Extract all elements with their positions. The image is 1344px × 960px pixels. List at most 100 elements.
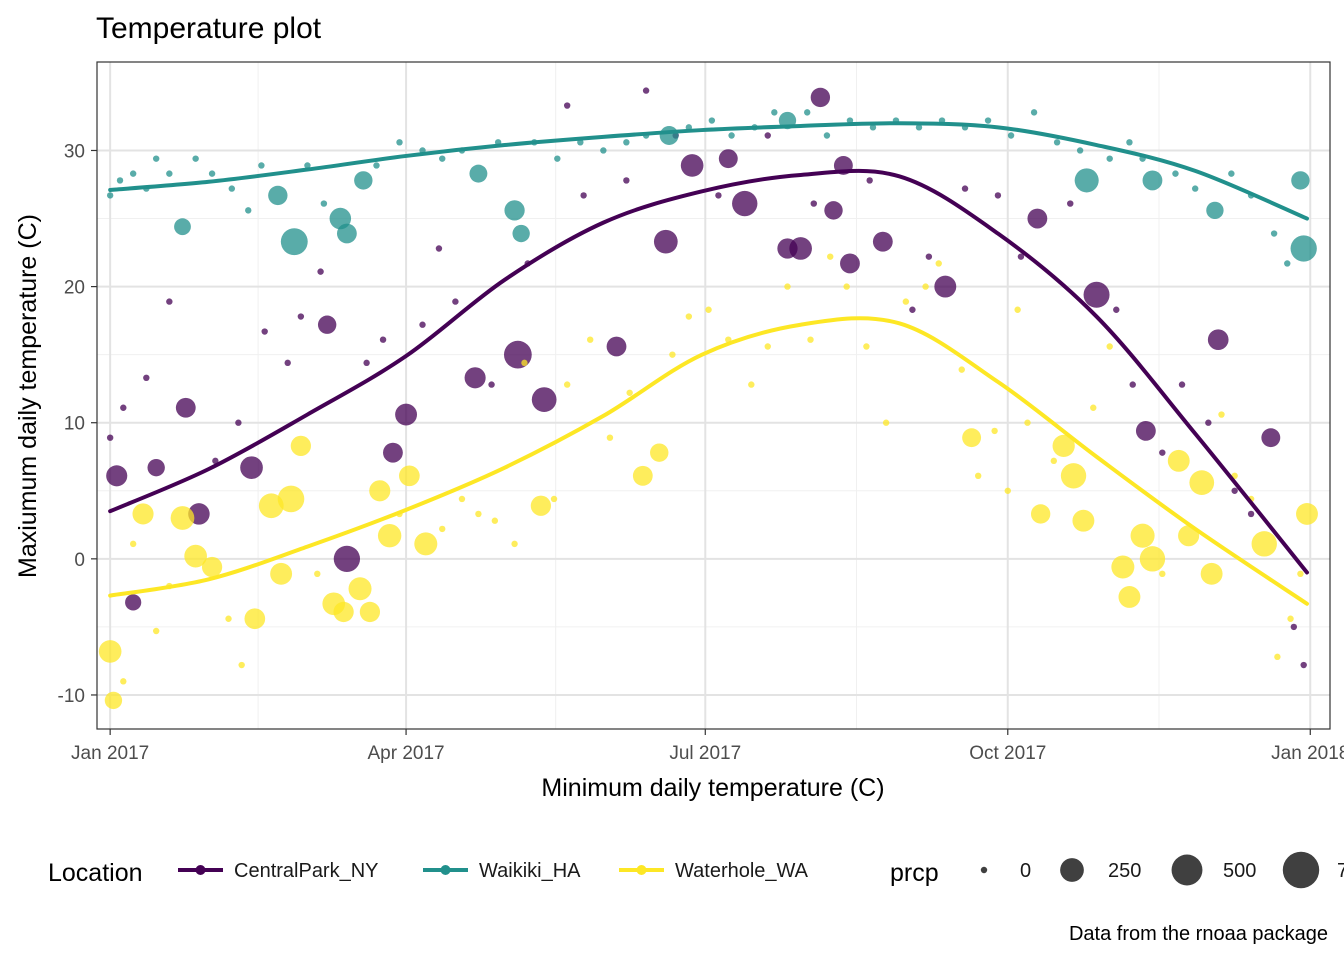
point-waterhole-wa — [1297, 570, 1304, 578]
point-centralpark-ny — [1159, 449, 1166, 456]
point-waterhole-wa — [377, 524, 402, 548]
point-waterhole-wa — [1004, 487, 1011, 494]
point-centralpark-ny — [395, 403, 418, 426]
point-centralpark-ny — [166, 298, 173, 305]
point-waikiki-ha — [915, 124, 923, 131]
point-waikiki-ha — [1290, 235, 1317, 262]
point-waikiki-ha — [439, 155, 446, 162]
point-waterhole-wa — [991, 427, 998, 435]
point-waikiki-ha — [1074, 168, 1099, 193]
point-waikiki-ha — [804, 109, 811, 116]
legend-size-label: 7 — [1337, 860, 1344, 882]
point-waterhole-wa — [563, 381, 571, 388]
point-centralpark-ny — [1205, 419, 1212, 426]
point-waikiki-ha — [869, 124, 877, 131]
point-centralpark-ny — [653, 229, 678, 254]
y-axis: -10 0 10 20 30 — [58, 141, 97, 707]
point-waikiki-ha — [192, 155, 199, 162]
point-waterhole-wa — [1050, 457, 1058, 465]
point-waterhole-wa — [1218, 411, 1225, 418]
point-waterhole-wa — [238, 661, 245, 669]
point-centralpark-ny — [1083, 281, 1110, 308]
point-waikiki-ha — [258, 162, 265, 169]
y-tick-label: 30 — [64, 141, 85, 162]
point-waterhole-wa — [1159, 570, 1166, 578]
x-axis: Jan 2017 Apr 2017 Jul 2017 Oct 2017 Jan 2018 — [71, 729, 1344, 764]
point-centralpark-ny — [1129, 381, 1136, 388]
point-centralpark-ny — [1113, 306, 1120, 313]
point-waterhole-wa — [650, 443, 669, 462]
point-waterhole-wa — [277, 485, 305, 513]
point-waterhole-wa — [530, 495, 552, 516]
point-centralpark-ny — [1207, 329, 1229, 351]
point-centralpark-ny — [961, 185, 969, 192]
point-waterhole-wa — [414, 532, 438, 556]
point-waterhole-wa — [521, 359, 528, 367]
point-centralpark-ny — [503, 340, 532, 369]
legend-dot-waikiki-ha — [440, 865, 451, 875]
point-centralpark-ny — [824, 201, 843, 220]
plot-background — [97, 62, 1330, 729]
point-waikiki-ha — [373, 162, 380, 169]
plot-border — [96, 61, 1331, 730]
point-waterhole-wa — [1178, 525, 1200, 547]
point-centralpark-ny — [125, 594, 142, 611]
point-waikiki-ha — [554, 155, 561, 162]
point-waterhole-wa — [962, 428, 982, 448]
y-tick-label: 20 — [64, 278, 85, 299]
point-waikiki-ha — [208, 170, 216, 177]
point-centralpark-ny — [240, 456, 263, 479]
point-waterhole-wa — [359, 601, 381, 623]
point-waikiki-ha — [728, 132, 735, 139]
point-centralpark-ny — [120, 404, 127, 411]
point-waterhole-wa — [1024, 419, 1031, 426]
legend: Location CentralPark_NY Waikiki_HA Waterho… — [48, 851, 1344, 889]
point-waterhole-wa — [1060, 463, 1087, 489]
point-waterhole-wa — [491, 517, 499, 524]
point-waterhole-wa — [902, 298, 910, 305]
y-tick-label: 10 — [64, 414, 85, 435]
point-waikiki-ha — [1053, 139, 1061, 146]
legend-size-label: 250 — [1108, 860, 1141, 882]
point-centralpark-ny — [284, 359, 291, 367]
point-waterhole-wa — [369, 480, 391, 502]
point-waikiki-ha — [823, 132, 831, 139]
point-centralpark-ny — [872, 231, 893, 252]
point-centralpark-ny — [235, 419, 242, 426]
y-tick-label: -10 — [58, 686, 85, 707]
point-centralpark-ny — [1178, 381, 1186, 388]
point-waikiki-ha — [600, 147, 607, 154]
x-tick-label: Jul 2017 — [669, 743, 741, 764]
point-centralpark-ny — [642, 87, 650, 94]
point-waikiki-ha — [504, 200, 525, 221]
x-tick-label: Jan 2017 — [71, 743, 149, 764]
point-waikiki-ha — [1191, 185, 1199, 192]
point-waikiki-ha — [1126, 139, 1133, 146]
point-waikiki-ha — [1172, 170, 1179, 177]
point-waterhole-wa — [129, 540, 137, 548]
point-waikiki-ha — [1030, 109, 1038, 116]
point-waikiki-ha — [1284, 260, 1291, 267]
point-waterhole-wa — [1189, 470, 1215, 495]
point-waterhole-wa — [225, 615, 232, 622]
point-waterhole-wa — [882, 419, 890, 426]
point-waterhole-wa — [511, 540, 518, 548]
point-waterhole-wa — [1118, 586, 1141, 608]
point-waterhole-wa — [270, 562, 293, 585]
point-waterhole-wa — [104, 691, 123, 710]
point-centralpark-ny — [383, 442, 403, 463]
point-centralpark-ny — [789, 237, 812, 260]
legend-label-centralpark-ny: CentralPark_NY — [234, 860, 379, 882]
point-waterhole-wa — [550, 495, 558, 503]
point-centralpark-ny — [718, 149, 738, 169]
point-waterhole-wa — [132, 503, 154, 525]
point-centralpark-ny — [1247, 510, 1255, 518]
point-waterhole-wa — [748, 381, 755, 388]
legend-size-label: 0 — [1020, 860, 1031, 882]
point-waterhole-wa — [1072, 509, 1095, 532]
point-waterhole-wa — [632, 465, 653, 486]
point-waterhole-wa — [314, 570, 321, 578]
smooth-line-waterhole-wa — [108, 316, 1309, 606]
point-waterhole-wa — [1052, 434, 1075, 458]
point-waikiki-ha — [771, 109, 778, 116]
